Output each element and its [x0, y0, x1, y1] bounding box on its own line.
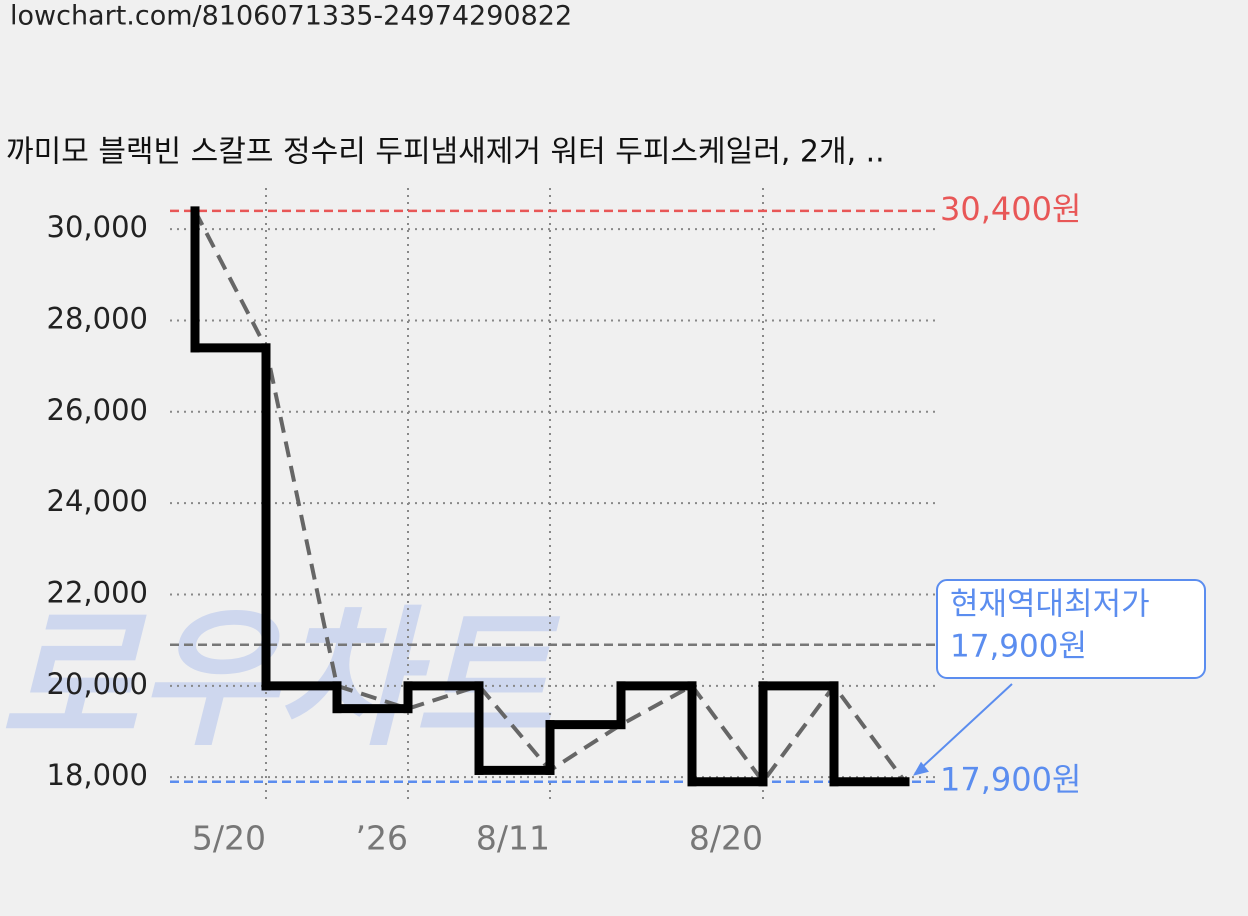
y-tick-label: 26,000	[47, 393, 148, 427]
annotation-box	[936, 579, 1206, 679]
y-tick-label: 30,000	[47, 210, 148, 244]
x-tick-label: 5/20	[192, 819, 266, 858]
watermark: 로우차트	[0, 593, 561, 767]
y-tick-label: 20,000	[47, 667, 148, 701]
annotation-text: 현재역대최저가	[950, 587, 1150, 623]
y-tick-label: 28,000	[47, 301, 148, 335]
min-line-label: 17,900원	[940, 761, 1081, 799]
annotation-arrow	[914, 683, 1013, 775]
x-tick-label: 8/20	[689, 819, 763, 858]
y-tick-label: 22,000	[47, 575, 148, 609]
annotation-text: 17,900원	[950, 629, 1087, 665]
annotation-arrowhead	[913, 761, 929, 776]
x-tick-label: 8/11	[476, 819, 550, 858]
chart-title: 까미모 블랙빈 스칼프 정수리 두피냄새제거 워터 두피스케일러, 2개, ..	[6, 135, 885, 170]
max-line-label: 30,400원	[940, 190, 1081, 228]
url: lowchart.com/8106071335-24974290822	[10, 1, 572, 32]
y-tick-label: 24,000	[47, 484, 148, 518]
y-tick-label: 18,000	[47, 758, 148, 792]
x-tick-label: ’26	[356, 819, 408, 858]
